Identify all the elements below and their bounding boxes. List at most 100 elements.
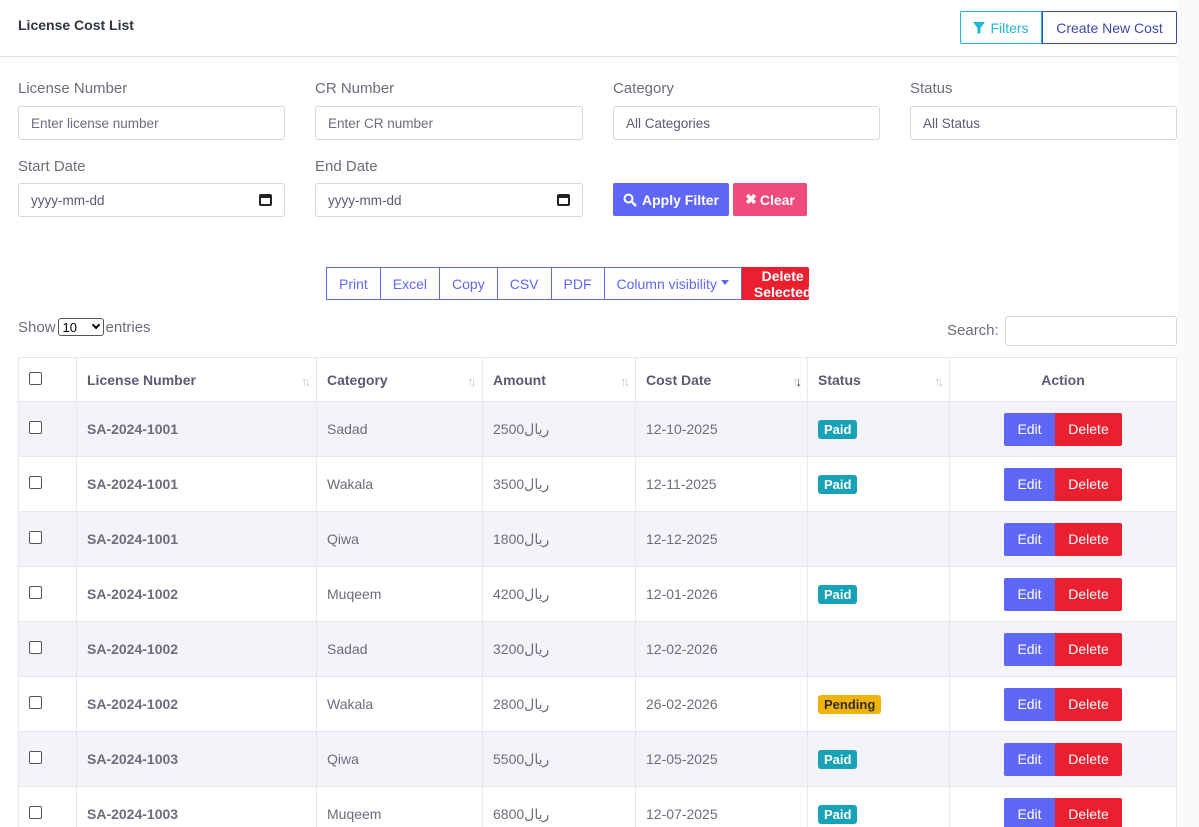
- edit-button[interactable]: Edit: [1004, 797, 1055, 827]
- category-cell: Qiwa: [316, 731, 483, 787]
- license-number-cell: SA-2024-1001: [76, 401, 317, 457]
- cost-date-cell: 12-05-2025: [635, 731, 808, 787]
- license-number-cell: SA-2024-1002: [76, 621, 317, 677]
- calendar-icon[interactable]: [557, 194, 570, 206]
- delete-button[interactable]: Delete: [1055, 797, 1122, 827]
- amount-cell: 2800ريال: [482, 676, 636, 732]
- end-date-input[interactable]: yyyy-mm-dd: [315, 183, 583, 217]
- create-new-cost-button[interactable]: Create New Cost: [1042, 11, 1177, 44]
- search-icon: [623, 193, 637, 207]
- row-checkbox[interactable]: [29, 806, 42, 819]
- row-select-cell: [18, 456, 77, 512]
- table-row: SA-2024-1001 Qiwa 1800ريال 12-12-2025 Edit De…: [18, 511, 1177, 567]
- apply-filter-label: Apply Filter: [641, 191, 719, 208]
- row-actions: Edit Delete: [960, 687, 1166, 721]
- status-badge: Paid: [818, 419, 858, 439]
- column-label: Category: [327, 371, 388, 388]
- sort-icon: ↑↓: [620, 374, 630, 389]
- amount-cell: 6800ريال: [482, 786, 636, 827]
- status-cell: Paid: [807, 401, 950, 457]
- row-checkbox[interactable]: [29, 586, 42, 599]
- edit-button[interactable]: Edit: [1004, 632, 1055, 666]
- filters-button[interactable]: Filters: [960, 11, 1042, 44]
- column-header-category[interactable]: Category ↑↓: [316, 357, 483, 402]
- cr-number-input[interactable]: Enter CR number: [315, 106, 583, 140]
- page-header: License Cost List Filters Create New Cos…: [0, 0, 1199, 57]
- column-header-cost-date[interactable]: Cost Date ↑↓: [635, 357, 808, 402]
- edit-button[interactable]: Edit: [1004, 577, 1055, 611]
- category-cell: Muqeem: [316, 566, 483, 622]
- category-value: All Categories: [626, 115, 711, 131]
- edit-button[interactable]: Edit: [1004, 467, 1055, 501]
- copy-button[interactable]: Copy: [440, 267, 498, 300]
- delete-button[interactable]: Delete: [1055, 687, 1122, 721]
- delete-button[interactable]: Delete: [1055, 577, 1122, 611]
- status-select[interactable]: All Status: [910, 106, 1177, 140]
- caret-down-icon: [720, 279, 729, 285]
- pdf-button[interactable]: PDF: [551, 267, 605, 300]
- row-checkbox[interactable]: [29, 696, 42, 709]
- row-checkbox[interactable]: [29, 421, 42, 434]
- page-scrollbar[interactable]: [1177, 0, 1199, 827]
- edit-button[interactable]: Edit: [1004, 742, 1055, 776]
- delete-button[interactable]: Delete: [1055, 522, 1122, 556]
- column-header-amount[interactable]: Amount ↑↓: [482, 357, 636, 402]
- calendar-icon[interactable]: [259, 194, 272, 206]
- column-visibility-label: Column visibility: [616, 275, 717, 292]
- status-cell: Pending: [807, 676, 950, 732]
- category-cell: Sadad: [316, 621, 483, 677]
- table-row: SA-2024-1002 Wakala 2800ريال 26-02-2026 Pend…: [18, 676, 1177, 732]
- category-select[interactable]: All Categories: [613, 106, 880, 140]
- column-header-status[interactable]: Status ↑↓: [807, 357, 950, 402]
- row-checkbox[interactable]: [29, 751, 42, 764]
- row-actions: Edit Delete: [960, 742, 1166, 776]
- status-badge: Paid: [818, 749, 858, 769]
- table-row: SA-2024-1003 Qiwa 5500ريال 12-05-2025 Paid Ed…: [18, 731, 1177, 787]
- csv-button[interactable]: CSV: [497, 267, 552, 300]
- delete-button[interactable]: Delete: [1055, 467, 1122, 501]
- row-select-cell: [18, 566, 77, 622]
- delete-button[interactable]: Delete: [1055, 632, 1122, 666]
- delete-button[interactable]: Delete: [1055, 412, 1122, 446]
- select-all-checkbox[interactable]: [29, 371, 42, 385]
- action-cell: Edit Delete: [949, 456, 1177, 512]
- category-cell: Wakala: [316, 456, 483, 512]
- column-visibility-button[interactable]: Column visibility: [604, 267, 742, 300]
- edit-button[interactable]: Edit: [1004, 522, 1055, 556]
- sort-icon: ↑↓: [301, 374, 311, 389]
- license-number-input[interactable]: Enter license number: [18, 106, 285, 140]
- chevron-down-icon: [91, 320, 100, 330]
- license-cost-table: License Number ↑↓ Category ↑↓ Amount ↑↓ Cos…: [18, 357, 1177, 827]
- category-label: Category: [613, 80, 674, 97]
- cr-number-label: CR Number: [315, 80, 395, 97]
- search-label: Search:: [947, 322, 999, 339]
- excel-button[interactable]: Excel: [380, 267, 441, 300]
- search-input[interactable]: [1005, 316, 1177, 346]
- start-date-input[interactable]: yyyy-mm-dd: [18, 183, 285, 217]
- row-actions: Edit Delete: [960, 632, 1166, 666]
- row-actions: Edit Delete: [960, 467, 1166, 501]
- table-row: SA-2024-1001 Sadad 2500ريال 12-10-2025 Paid E…: [18, 401, 1177, 457]
- clear-button[interactable]: ✖ Clear: [733, 183, 807, 216]
- select-all-header: [18, 357, 77, 402]
- filters-label: Filters: [990, 19, 1029, 36]
- table-row: SA-2024-1003 Muqeem 6800ريال 12-07-2025 Paid…: [18, 786, 1177, 827]
- row-checkbox[interactable]: [29, 531, 42, 544]
- delete-selected-button[interactable]: Delete Selected: [741, 267, 811, 300]
- status-value: All Status: [923, 115, 981, 131]
- entries-label: entries: [105, 318, 151, 336]
- delete-button[interactable]: Delete: [1055, 742, 1122, 776]
- row-checkbox[interactable]: [29, 641, 42, 654]
- column-header-license[interactable]: License Number ↑↓: [76, 357, 317, 402]
- table-row: SA-2024-1001 Wakala 3500ريال 12-11-2025 Paid…: [18, 456, 1177, 512]
- row-checkbox[interactable]: [29, 476, 42, 489]
- entries-select[interactable]: 10: [57, 318, 104, 336]
- column-label: License Number: [87, 371, 196, 388]
- row-select-cell: [18, 786, 77, 827]
- apply-filter-button[interactable]: Apply Filter: [613, 183, 729, 216]
- cost-date-cell: 12-12-2025: [635, 511, 808, 567]
- edit-button[interactable]: Edit: [1004, 412, 1055, 446]
- edit-button[interactable]: Edit: [1004, 687, 1055, 721]
- print-button[interactable]: Print: [326, 267, 381, 300]
- license-number-cell: SA-2024-1002: [76, 676, 317, 732]
